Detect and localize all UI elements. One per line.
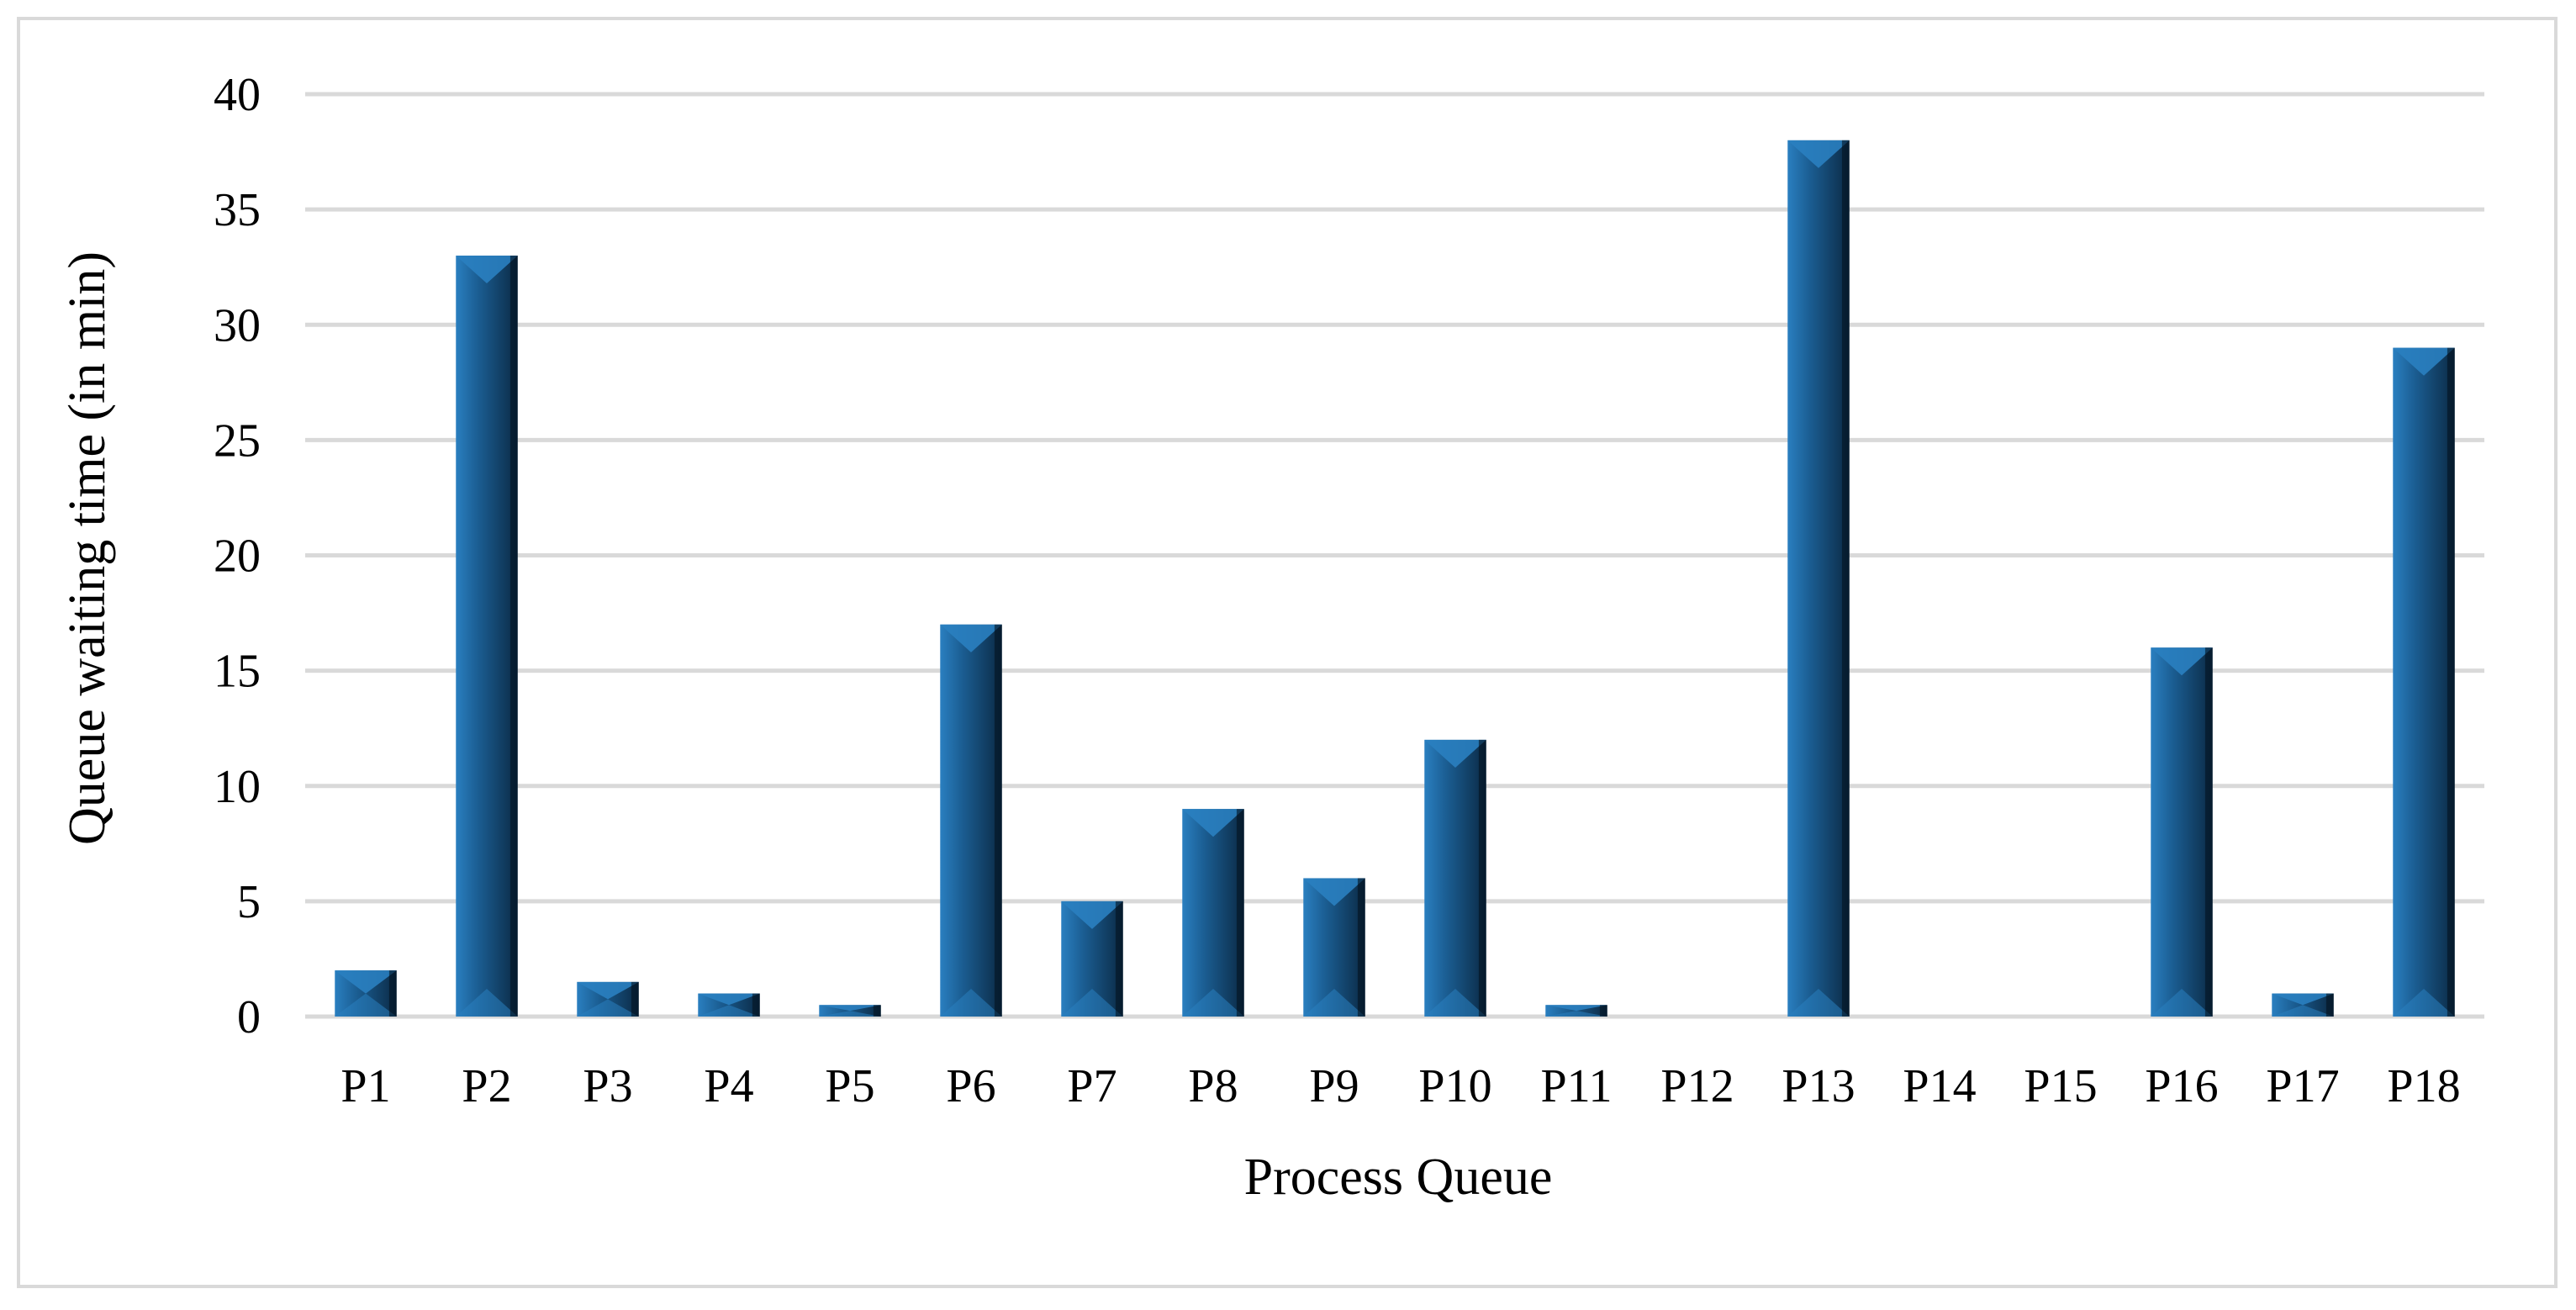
gridlines [305, 92, 2484, 1019]
y-tick-label: 35 [214, 184, 261, 236]
y-tick-label: 40 [214, 69, 261, 121]
bar [1545, 1005, 1607, 1017]
bar [335, 970, 397, 1017]
x-tick-label: P2 [462, 1060, 511, 1112]
bar [1424, 739, 1486, 1017]
y-tick-label: 30 [214, 299, 261, 351]
x-axis-title: Process Queue [1244, 1149, 1553, 1206]
bar [2393, 347, 2455, 1017]
x-tick-label: P11 [1540, 1060, 1612, 1112]
bar [819, 1005, 881, 1017]
x-tick-label: P9 [1309, 1060, 1359, 1112]
x-tick-label: P15 [2024, 1060, 2097, 1112]
bar [940, 624, 1002, 1017]
bar [1787, 140, 1850, 1017]
x-tick-label: P16 [2145, 1060, 2218, 1112]
y-tick-label: 15 [214, 646, 261, 698]
x-tick-labels: P1 P2 P3 P4 P5 P6 P7 P8 P9 P10 P11 P12 P13 P14 P15 P16 P… [340, 1060, 2460, 1112]
x-tick-label: P6 [946, 1060, 995, 1112]
x-tick-label: P8 [1188, 1060, 1238, 1112]
x-tick-label: P13 [1782, 1060, 1855, 1112]
y-tick-label: 25 [214, 415, 261, 467]
y-axis-title: Queue waiting time (in min) [59, 251, 116, 845]
bar [1182, 809, 1244, 1017]
x-tick-label: P18 [2387, 1060, 2460, 1112]
x-tick-label: P17 [2266, 1060, 2339, 1112]
x-tick-label: P5 [825, 1060, 874, 1112]
bar [2151, 647, 2213, 1017]
bar [577, 981, 639, 1017]
bar [698, 993, 760, 1017]
x-tick-label: P4 [704, 1060, 753, 1112]
y-tick-labels: 0 5 10 15 20 25 30 35 40 [214, 69, 261, 1043]
bar [456, 255, 518, 1017]
y-tick-label: 10 [214, 761, 261, 813]
x-tick-label: P1 [340, 1060, 390, 1112]
bar [1303, 878, 1365, 1017]
bar [1061, 901, 1123, 1017]
x-tick-label: P10 [1418, 1060, 1491, 1112]
y-tick-label: 0 [237, 991, 261, 1043]
y-tick-label: 20 [214, 531, 261, 583]
bar [2272, 993, 2334, 1017]
x-tick-label: P14 [1903, 1060, 1976, 1112]
chart-frame [17, 17, 2558, 1288]
x-tick-label: P3 [583, 1060, 632, 1112]
x-tick-label: P12 [1660, 1060, 1734, 1112]
y-tick-label: 5 [237, 876, 261, 928]
x-tick-label: P7 [1067, 1060, 1116, 1112]
bars [335, 140, 2455, 1017]
